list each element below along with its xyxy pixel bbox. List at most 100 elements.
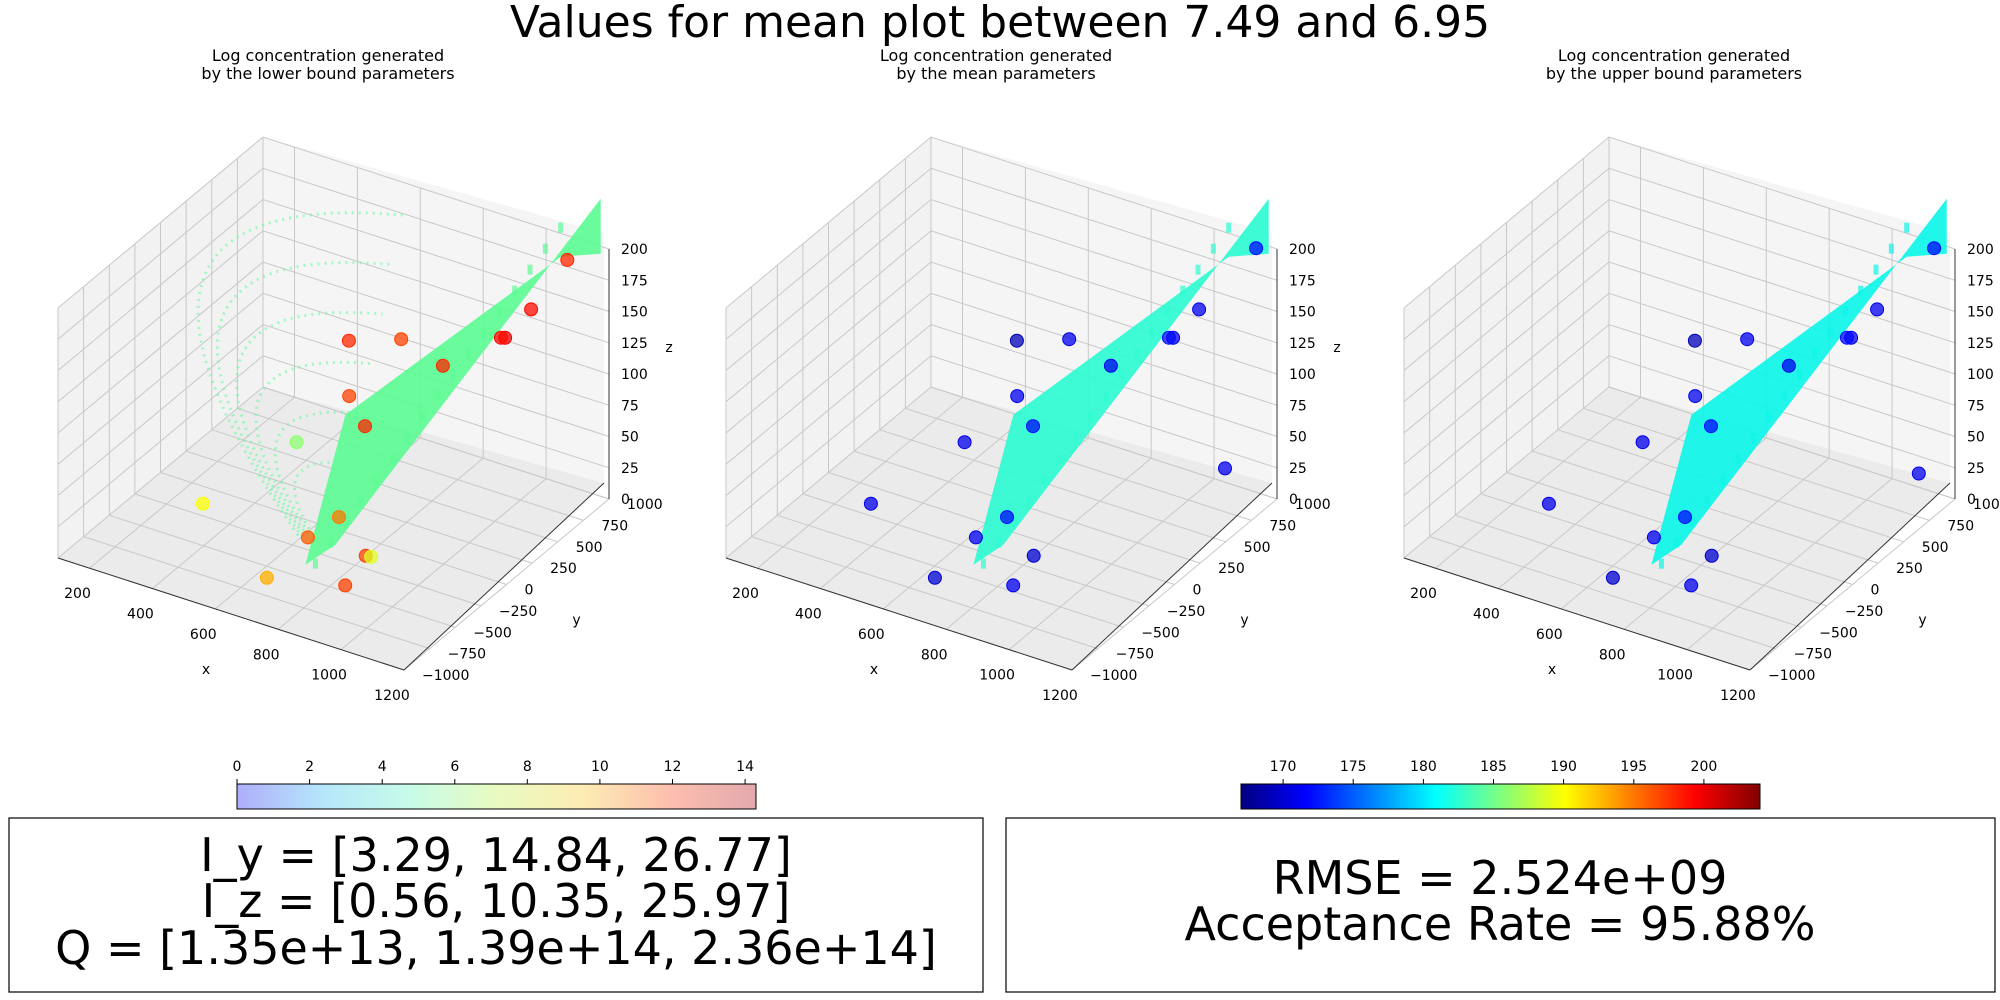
z-gridline [1403, 136, 1956, 309]
sensor-point [1000, 510, 1014, 525]
x-tick-label: 800 [253, 647, 280, 663]
sensor-point [1635, 435, 1650, 450]
z-tick-label: 200 [1289, 242, 1316, 258]
y-tick-label: −1000 [422, 668, 469, 684]
z-tick-label: 125 [1967, 336, 1994, 352]
z-tick-label: 50 [1967, 430, 1985, 446]
parameters-box-frame [8, 817, 984, 993]
y-tick-label: −1000 [1768, 668, 1815, 684]
panel-subtitle: Log concentration generated [880, 46, 1112, 65]
z-gridline [57, 355, 610, 528]
z-tick-label: 150 [621, 305, 648, 321]
z-tick-label: 175 [1289, 273, 1316, 289]
z-tick-label: 50 [1289, 430, 1307, 446]
y-tick-label: 500 [1244, 540, 1271, 556]
sensor-point [259, 570, 274, 585]
plume-body [973, 198, 1269, 565]
x-tick-label: 400 [127, 607, 154, 623]
sensor-point [394, 332, 409, 347]
x-axis-line [725, 557, 1073, 671]
y-tick-label: 0 [1193, 583, 1202, 599]
sensor-point [560, 252, 575, 267]
plume-arc [273, 410, 361, 546]
z-axis-label: z [1333, 340, 1340, 356]
sensor-point [524, 302, 539, 317]
sensor-point [338, 578, 353, 593]
sensor-point [1839, 330, 1854, 345]
x-axis-label: x [202, 662, 210, 678]
z-tick-label: 0 [1289, 492, 1298, 508]
parameter-line-iz: I_z = [0.56, 10.35, 25.97] [202, 874, 791, 928]
panel-subtitle: by the upper bound parameters [1546, 64, 1802, 83]
panel-subtitle: by the mean parameters [896, 64, 1095, 83]
y-tick-label: −750 [448, 647, 486, 663]
z-axis-label: z [665, 340, 672, 356]
z-tick-label: 100 [621, 367, 648, 383]
x-axis-line [1403, 557, 1751, 671]
sensor-point [1249, 241, 1264, 256]
sensor-point [1062, 332, 1077, 347]
x-tick-label: 1200 [374, 688, 410, 704]
colorbar-tick-label: 170 [1270, 759, 1297, 775]
z-tick-label: 175 [1967, 273, 1994, 289]
sensor-point [1684, 578, 1699, 593]
z-gridline [1403, 230, 1956, 403]
y-tick-label: 750 [1269, 518, 1296, 534]
colorbar-tick-label: 200 [1691, 759, 1718, 775]
x-tick-label: 1000 [1657, 668, 1693, 684]
x-tick-label: 1000 [311, 668, 347, 684]
sensor-point [1192, 302, 1207, 317]
sensor-points [1541, 241, 1942, 593]
x-axis-label: x [1548, 662, 1556, 678]
sensor-point [342, 389, 357, 404]
z-tick-label: 175 [621, 273, 648, 289]
sensor-point [435, 358, 450, 373]
figure-title: Values for mean plot between 7.49 and 6.… [510, 0, 1490, 48]
sensor-point [1646, 530, 1661, 545]
z-gridline [725, 198, 1278, 371]
x-tick-label: 200 [732, 586, 759, 602]
plume-arc [235, 311, 383, 541]
plume-arc [215, 261, 394, 539]
plume-arc [254, 360, 372, 544]
metrics-box-frame [1005, 817, 1996, 993]
sensor-point [1687, 333, 1702, 348]
plume-slab [973, 198, 1269, 569]
y-axis-line [1749, 482, 1951, 671]
sensor-point [195, 496, 210, 511]
y-axis-label: y [1240, 613, 1248, 629]
sensor-point [1218, 461, 1232, 476]
y-tick-label: −1000 [1090, 668, 1137, 684]
z-gridline [725, 355, 1278, 528]
z-gridline [57, 386, 610, 559]
y-tick-label: 1000 [1973, 497, 2000, 513]
concentration-colorbar: 0 2 4 6 8 10 12 14 [233, 759, 757, 810]
colorbar-tick-label: 4 [378, 759, 387, 775]
parameter-line-iy: I_y = [3.29, 14.84, 26.77] [200, 828, 792, 882]
plume-arc [196, 211, 406, 537]
colorbar-tick-label: 175 [1340, 759, 1367, 775]
sensor-point [927, 570, 942, 585]
parameter-line-q: Q = [1.35e+13, 1.39e+14, 2.36e+14] [55, 921, 937, 975]
z-gridline [725, 230, 1278, 403]
x-tick-label: 400 [1473, 607, 1500, 623]
z-gridline [57, 198, 610, 371]
x-tick-label: 1200 [1720, 688, 1756, 704]
plume-body [305, 198, 601, 565]
sensor-point [1678, 510, 1692, 525]
sensor-point [358, 419, 372, 434]
y-tick-label: 0 [525, 583, 534, 599]
x-tick-label: 200 [64, 586, 91, 602]
sensor-point [1911, 466, 1926, 481]
z-tick-label: 125 [621, 336, 648, 352]
sensor-point [300, 530, 315, 545]
y-tick-label: −500 [473, 625, 511, 641]
y-tick-label: 500 [576, 540, 603, 556]
y-tick-label: −500 [1141, 625, 1179, 641]
y-tick-label: −250 [1845, 604, 1883, 620]
sensor-point [1541, 496, 1556, 511]
